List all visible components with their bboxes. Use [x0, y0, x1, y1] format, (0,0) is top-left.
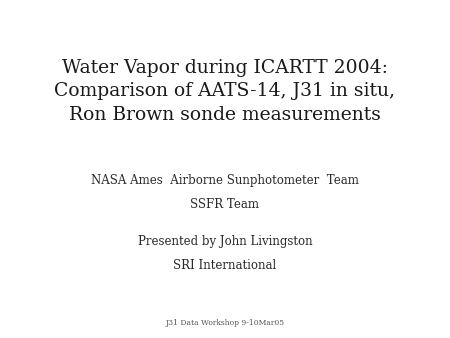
Text: SSFR Team: SSFR Team	[190, 198, 260, 211]
Text: SRI International: SRI International	[173, 259, 277, 272]
Text: NASA Ames  Airborne Sunphotometer  Team: NASA Ames Airborne Sunphotometer Team	[91, 174, 359, 187]
Text: J31 Data Workshop 9-10Mar05: J31 Data Workshop 9-10Mar05	[166, 319, 284, 327]
Text: Presented by John Livingston: Presented by John Livingston	[138, 235, 312, 248]
Text: Water Vapor during ICARTT 2004:
Comparison of AATS-14, J31 in situ,
Ron Brown so: Water Vapor during ICARTT 2004: Comparis…	[54, 59, 396, 124]
